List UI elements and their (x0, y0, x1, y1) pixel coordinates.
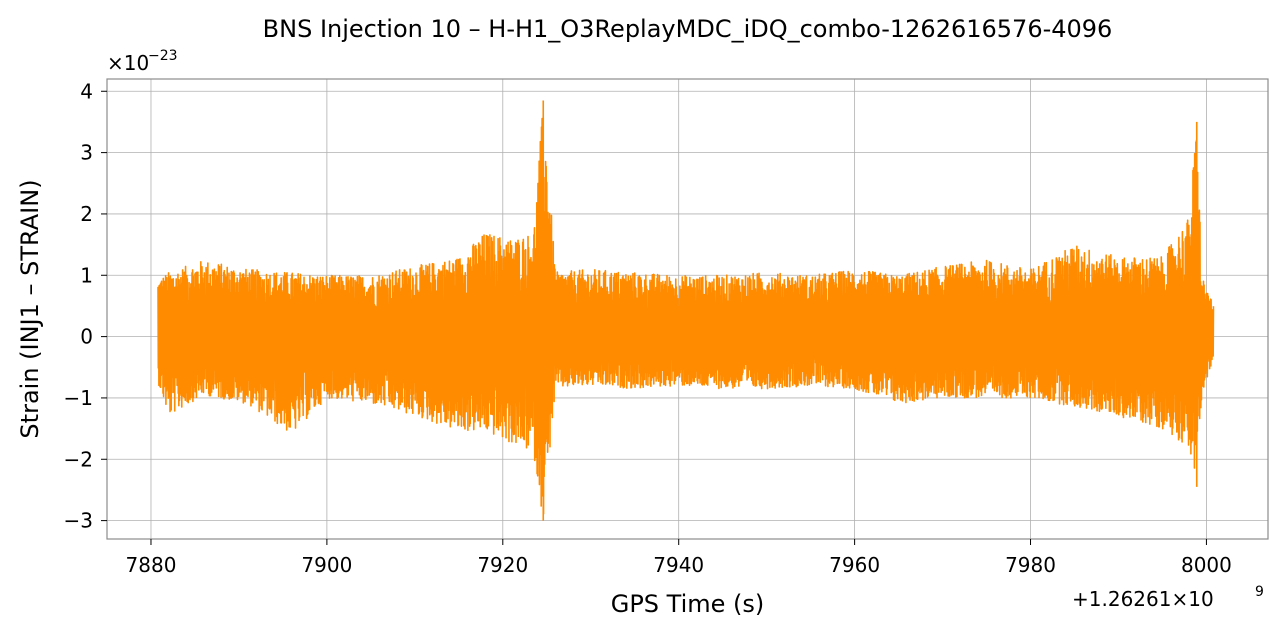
x-tick-label: 7920 (477, 553, 528, 577)
x-tick-label: 8000 (1181, 553, 1232, 577)
chart-title: BNS Injection 10 – H-H1_O3ReplayMDC_iDQ_… (263, 15, 1113, 43)
x-axis-label: GPS Time (s) (611, 590, 765, 618)
plot-frame (106, 78, 1269, 540)
x-tick-label: 7940 (653, 553, 704, 577)
series-layer (157, 100, 1215, 521)
y-tick-label: 4 (80, 79, 93, 103)
y-scale-label: ×10 −23 (107, 48, 178, 75)
y-tick-label: 1 (80, 263, 93, 287)
y-tick-label: −1 (64, 386, 93, 410)
x-tick-label: 7980 (1005, 553, 1056, 577)
x-tick-label: 7880 (126, 553, 177, 577)
x-tick-label: 7960 (829, 553, 880, 577)
y-tick-label: 3 (80, 141, 93, 165)
x-offset-label: +1.26261×10 9 (1072, 584, 1264, 611)
y-axis-label: Strain (INJ1 – STRAIN) (16, 179, 44, 438)
y-tick-label: −3 (64, 509, 93, 533)
y-tick-label: 2 (80, 202, 93, 226)
x-offset-exponent: 9 (1255, 584, 1264, 600)
y-scale-exponent: −23 (148, 48, 178, 64)
y-scale-base: ×10 (107, 51, 149, 75)
y-axis-ticks: −3 −2 −1 0 1 2 3 4 (64, 79, 107, 533)
x-tick-label: 7900 (301, 553, 352, 577)
strain-series-line (157, 100, 1215, 521)
x-axis-ticks: 7880 7900 7920 7940 7960 7980 8000 (126, 539, 1232, 577)
y-tick-label: 0 (80, 325, 93, 349)
x-offset-base: +1.26261×10 (1072, 587, 1214, 611)
y-tick-label: −2 (64, 447, 93, 471)
